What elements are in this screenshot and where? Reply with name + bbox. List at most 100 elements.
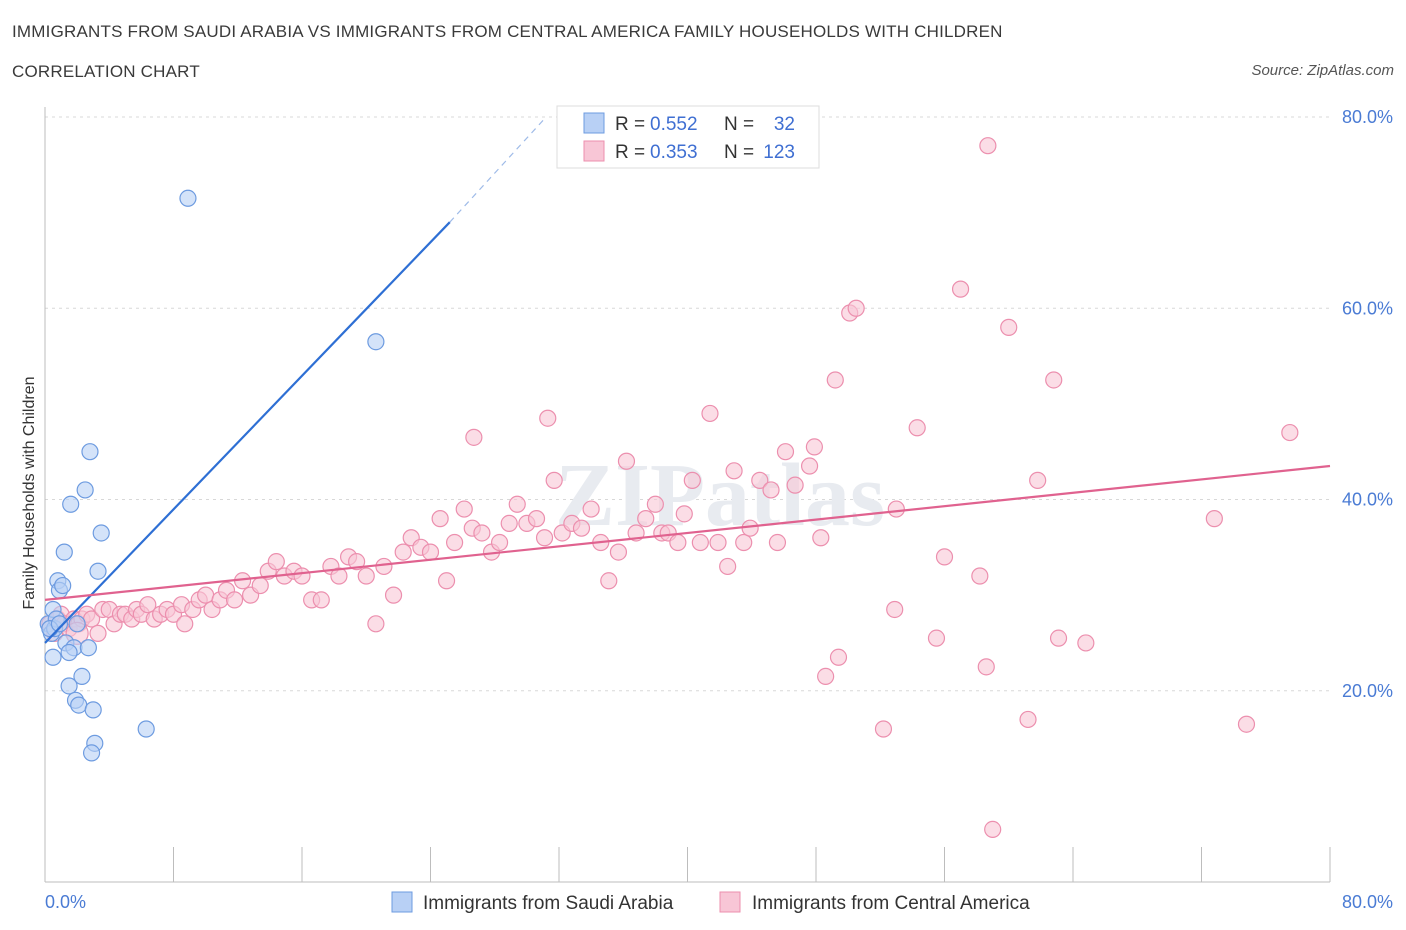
central-america-point xyxy=(735,533,753,552)
trend-lines xyxy=(44,116,1331,644)
central-america-point xyxy=(490,533,509,552)
central-america-point xyxy=(330,567,348,585)
central-america-point xyxy=(691,533,709,552)
central-america-trend-line xyxy=(44,464,1331,602)
series-legend: Immigrants from Saudi Arabia Immigrants f… xyxy=(391,891,1030,914)
bottom-legend-label: Immigrants from Central America xyxy=(752,893,1030,914)
central-america-point xyxy=(1237,715,1256,733)
saudi-arabia-point xyxy=(76,481,94,499)
central-america-point xyxy=(251,576,269,595)
central-america-point xyxy=(357,567,375,585)
central-america-point xyxy=(768,533,787,552)
central-america-point xyxy=(197,586,215,604)
central-america-point xyxy=(800,457,819,475)
central-america-point xyxy=(683,471,701,489)
central-america-point xyxy=(600,572,618,590)
central-america-point xyxy=(927,629,946,647)
legend-n-value: 32 xyxy=(774,114,795,135)
central-america-point xyxy=(367,615,385,633)
central-america-point xyxy=(375,557,393,576)
central-america-point xyxy=(786,476,804,494)
central-america-point xyxy=(805,438,823,456)
central-america-point xyxy=(617,452,636,470)
saudi-arabia-point xyxy=(54,576,72,595)
legend-r-value: 0.353 xyxy=(650,142,698,163)
central-america-point xyxy=(139,596,157,614)
central-america-point xyxy=(1049,629,1068,647)
bottom-legend-swatch xyxy=(391,891,413,913)
central-america-point xyxy=(762,481,780,499)
central-america-point xyxy=(500,514,518,533)
legend-r-value: 0.552 xyxy=(650,114,698,135)
central-america-point xyxy=(421,543,440,561)
saudi-arabia-point xyxy=(82,744,101,762)
central-america-point xyxy=(539,409,557,427)
central-america-point xyxy=(348,553,366,571)
central-america-point xyxy=(886,600,904,619)
saudi-arabia-point xyxy=(179,189,197,207)
central-america-point xyxy=(455,500,473,518)
saudi-arabia-point xyxy=(79,639,97,657)
y-tick-label: 80.0% xyxy=(1342,107,1393,127)
central-america-point xyxy=(473,524,491,542)
saudi-arabia-point xyxy=(50,615,69,633)
legend-r-label: R = xyxy=(615,114,645,135)
legend-n-label: N = xyxy=(724,114,754,135)
legend-n-label: N = xyxy=(724,142,754,163)
saudi-arabia-point xyxy=(44,648,62,666)
central-america-point xyxy=(225,591,244,609)
central-america-point xyxy=(582,500,600,518)
central-america-point xyxy=(977,658,995,676)
x-tick-label: 80.0% xyxy=(1342,892,1393,912)
saudi-arabia-point xyxy=(89,562,107,580)
chart-subtitle: CORRELATION CHART xyxy=(12,62,200,81)
saudi-arabia-trend-line xyxy=(44,221,451,644)
central-america-point xyxy=(829,648,848,666)
central-america-point xyxy=(1281,423,1299,442)
saudi-arabia-trend-extension xyxy=(449,116,547,223)
central-america-point xyxy=(394,543,412,561)
central-america-point xyxy=(817,667,835,686)
central-america-point xyxy=(535,529,554,547)
central-america-point xyxy=(701,404,719,423)
chart-title: IMMIGRANTS FROM SAUDI ARABIA VS IMMIGRAN… xyxy=(12,22,1003,41)
central-america-point xyxy=(1205,510,1223,528)
central-america-point xyxy=(951,280,970,298)
central-america-point xyxy=(176,615,194,633)
central-america-points xyxy=(41,137,1299,839)
y-tick-label: 60.0% xyxy=(1342,298,1393,318)
central-america-point xyxy=(741,519,759,537)
saudi-arabia-point xyxy=(55,543,73,561)
central-america-point xyxy=(847,299,865,317)
legend-r-label: R = xyxy=(615,142,645,163)
central-america-point xyxy=(725,462,743,480)
central-america-point xyxy=(465,428,483,446)
saudi-arabia-point xyxy=(60,643,78,662)
central-america-point xyxy=(874,720,893,738)
central-america-point xyxy=(675,505,693,523)
y-axis-label: Family Households with Children xyxy=(21,377,38,610)
central-america-point xyxy=(384,586,403,604)
source-label: Source: ZipAtlas.com xyxy=(1251,62,1394,79)
central-america-point xyxy=(984,820,1002,839)
saudi-arabia-point xyxy=(60,677,78,695)
saudi-arabia-point xyxy=(92,524,110,542)
central-america-point xyxy=(1019,710,1037,729)
saudi-arabia-point xyxy=(73,667,91,686)
central-america-point xyxy=(1029,471,1047,489)
saudi-arabia-points xyxy=(39,189,385,762)
legend-n-value: 123 xyxy=(763,142,795,163)
central-america-point xyxy=(979,137,997,155)
central-america-point xyxy=(1045,371,1063,389)
central-america-point xyxy=(445,533,464,552)
central-america-point xyxy=(293,567,311,585)
x-tick-label: 0.0% xyxy=(45,892,86,912)
central-america-point xyxy=(545,471,563,489)
y-tick-label: 40.0% xyxy=(1342,490,1393,510)
central-america-point xyxy=(312,591,330,609)
central-america-point xyxy=(935,548,954,566)
legend-swatch xyxy=(583,112,605,134)
central-america-point xyxy=(776,443,795,461)
central-america-point xyxy=(1077,634,1095,652)
